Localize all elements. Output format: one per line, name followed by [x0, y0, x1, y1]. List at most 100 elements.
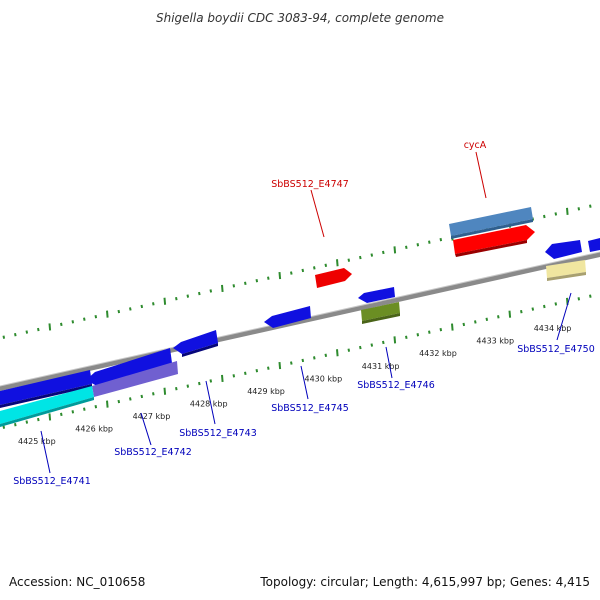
- inner-ring-minor-tick: [313, 356, 316, 360]
- inner-ring-minor-tick: [428, 330, 431, 334]
- feature-SbBS512-E4745[interactable]: [264, 306, 311, 328]
- inner-tick-ring: [2, 294, 592, 429]
- outer-ring-major-tick: [106, 310, 109, 318]
- kbp-label: 4431 kbp: [362, 362, 400, 371]
- inner-ring-minor-tick: [531, 307, 535, 311]
- inner-ring-minor-tick: [209, 379, 213, 383]
- outer-ring-minor-tick: [152, 302, 155, 306]
- outer-ring-minor-tick: [244, 281, 247, 285]
- inner-ring-minor-tick: [439, 327, 443, 332]
- inner-ring-minor-tick: [324, 353, 328, 358]
- inner-ring-minor-tick: [301, 358, 305, 363]
- inner-ring-minor-tick: [94, 404, 98, 409]
- outer-ring-minor-tick: [589, 204, 592, 208]
- inner-ring-major-tick: [163, 387, 167, 395]
- inner-ring-minor-tick: [462, 322, 466, 327]
- label-SbBS512-E4742[interactable]: SbBS512_E4742: [114, 447, 192, 458]
- feature-SbBS512-E4750-gene[interactable]: [546, 260, 586, 281]
- outer-ring-minor-tick: [71, 320, 75, 324]
- outer-ring-minor-tick: [439, 237, 443, 242]
- outer-ring-major-tick: [336, 259, 339, 267]
- inner-ring-minor-tick: [152, 392, 155, 396]
- feature-SbBS512-E4747[interactable]: [315, 268, 352, 288]
- feature-SbBS512-E4743[interactable]: [173, 330, 218, 357]
- inner-ring-minor-tick: [347, 348, 351, 352]
- outer-ring-minor-tick: [14, 332, 17, 337]
- inner-ring-minor-tick: [255, 369, 259, 373]
- inner-ring-major-tick: [336, 349, 339, 357]
- outer-ring-minor-tick: [2, 335, 6, 339]
- outer-ring-major-tick: [48, 323, 52, 331]
- feature-SbBS512-E4750-cds[interactable]: [545, 240, 582, 259]
- inner-ring-minor-tick: [129, 397, 132, 401]
- outer-ring-major-tick: [221, 284, 224, 293]
- map-title: Shigella boydii CDC 3083-94, complete ge…: [156, 11, 444, 25]
- outer-ring-minor-tick: [198, 291, 201, 296]
- inner-ring-major-tick: [106, 400, 109, 408]
- outer-ring-minor-tick: [359, 255, 362, 260]
- outer-ring-minor-tick: [347, 258, 351, 262]
- outer-ring-minor-tick: [290, 271, 293, 275]
- inner-ring-minor-tick: [14, 422, 17, 427]
- outer-ring-minor-tick: [94, 314, 98, 319]
- label-SbBS512-E4743[interactable]: SbBS512_E4743: [179, 428, 257, 439]
- outer-ring-major-tick: [393, 246, 397, 254]
- feature-track: [0, 207, 600, 427]
- outer-ring-minor-tick: [209, 289, 213, 293]
- kbp-label: 4433 kbp: [476, 337, 514, 346]
- kbp-label: 4425 kbp: [18, 437, 56, 446]
- inner-ring-major-tick: [451, 323, 454, 331]
- inner-ring-minor-tick: [359, 345, 362, 350]
- inner-ring-minor-tick: [267, 366, 270, 370]
- label-SbBS512-E4746[interactable]: SbBS512_E4746: [357, 380, 435, 391]
- feature-SbBS512-E4741[interactable]: [0, 386, 94, 427]
- outer-ring-minor-tick: [25, 330, 29, 334]
- feature-labels: cycA SbBS512_E4747 SbBS512_E4750 SbBS512…: [13, 140, 595, 487]
- label-SbBS512-E4747[interactable]: SbBS512_E4747: [271, 179, 349, 190]
- inner-ring-major-tick: [393, 336, 397, 344]
- inner-ring-minor-tick: [117, 399, 121, 404]
- topology-text: Topology: circular; Length: 4,615,997 bp…: [259, 575, 590, 589]
- inner-ring-minor-tick: [25, 420, 29, 424]
- outer-ring-minor-tick: [83, 317, 86, 321]
- outer-ring-minor-tick: [117, 309, 121, 314]
- inner-ring-minor-tick: [554, 302, 558, 306]
- feature-SbBS512-E4742[interactable]: [92, 361, 178, 397]
- outer-ring-minor-tick: [301, 268, 305, 273]
- inner-ring-minor-tick: [232, 374, 236, 378]
- outer-ring-minor-tick: [370, 253, 374, 257]
- feature-cycA-cds[interactable]: [453, 225, 535, 257]
- label-leaders: [40, 151, 572, 474]
- label-SbBS512-E4750[interactable]: SbBS512_E4750: [517, 344, 595, 355]
- outer-ring-major-tick: [278, 271, 282, 280]
- feature-left-cds-long[interactable]: [0, 348, 172, 408]
- kbp-label: 4426 kbp: [75, 424, 113, 433]
- outer-ring-major-tick: [566, 207, 569, 215]
- inner-ring-minor-tick: [520, 309, 523, 314]
- inner-ring-minor-tick: [370, 343, 374, 347]
- label-SbBS512-E4741[interactable]: SbBS512_E4741: [13, 476, 91, 487]
- outer-ring-minor-tick: [382, 250, 385, 255]
- outer-ring-minor-tick: [313, 266, 316, 270]
- feature-cycA-gene[interactable]: [449, 207, 533, 239]
- inner-ring-minor-tick: [175, 386, 178, 391]
- outer-ring-minor-tick: [60, 322, 63, 327]
- inner-ring-major-tick: [508, 310, 512, 318]
- feature-SbBS512-E4746[interactable]: [361, 302, 400, 324]
- label-cycA[interactable]: cycA: [464, 140, 487, 151]
- inner-ring-minor-tick: [140, 394, 144, 399]
- accession-text: Accession: NC_010658: [9, 575, 145, 589]
- inner-ring-major-tick: [48, 413, 52, 421]
- outer-ring-minor-tick: [577, 207, 581, 211]
- outer-ring-minor-tick: [186, 294, 190, 298]
- outer-ring-minor-tick: [543, 214, 546, 219]
- inner-ring-minor-tick: [60, 412, 63, 417]
- label-SbBS512-E4745[interactable]: SbBS512_E4745: [271, 403, 349, 414]
- outer-ring-minor-tick: [324, 263, 328, 268]
- feature-E4746-cds[interactable]: [358, 287, 395, 303]
- inner-ring-minor-tick: [244, 371, 247, 375]
- feature-right-forward[interactable]: [588, 238, 600, 252]
- inner-ring-minor-tick: [497, 315, 500, 319]
- inner-ring-minor-tick: [198, 381, 201, 386]
